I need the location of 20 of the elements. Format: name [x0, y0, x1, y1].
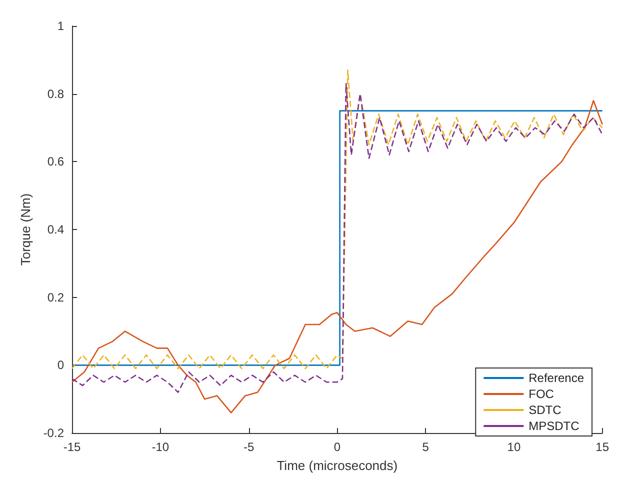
y-tick-label: 0.8 [47, 86, 64, 101]
legend-label: Reference [528, 371, 584, 385]
legend-label: MPSDTC [528, 419, 580, 433]
y-tick-label: 1 [57, 19, 64, 33]
x-tick-label: 0 [334, 440, 341, 454]
x-tick-label: 15 [596, 440, 610, 454]
x-axis-title: Time (microseconds) [276, 458, 398, 473]
y-tick-label: -0.2 [43, 426, 64, 440]
y-tick-label: 0.4 [47, 222, 64, 236]
y-tick-label: 0.2 [47, 290, 64, 304]
legend-label: SDTC [528, 403, 562, 417]
y-tick-label: 0.6 [47, 154, 64, 169]
x-tick-label: -5 [243, 440, 254, 454]
y-tick-label: 0 [57, 358, 64, 372]
x-tick-label: -10 [152, 440, 170, 454]
x-tick-label: -15 [63, 440, 81, 454]
x-tick-label: 10 [507, 440, 521, 454]
legend-label: FOC [528, 387, 554, 401]
y-axis-title: Torque (Nm) [18, 193, 33, 266]
x-tick-label: 5 [422, 440, 430, 454]
